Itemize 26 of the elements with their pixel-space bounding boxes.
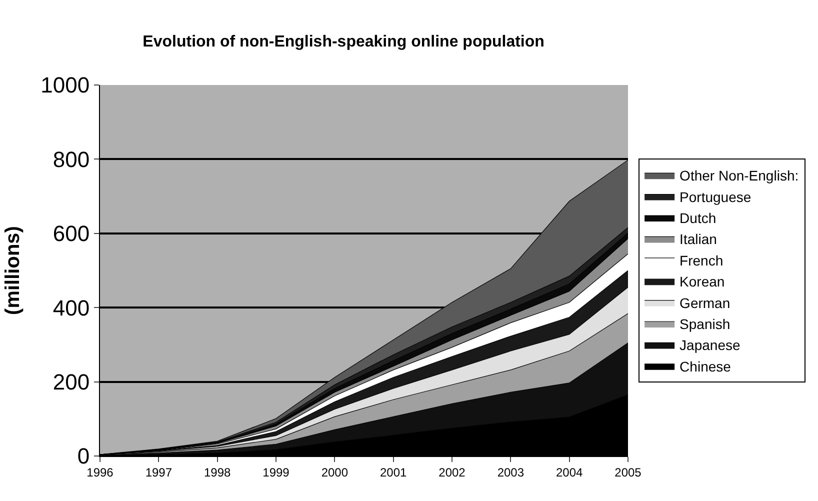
chart-title: Evolution of non-English-speaking online population [142,33,544,50]
legend-label: German [680,294,730,311]
y-tick-label: 600 [52,221,90,246]
y-tick-label: 1000 [40,72,90,98]
x-tick-label: 1997 [145,465,172,480]
y-tick-label: 200 [52,370,90,394]
legend-label: Italian [680,231,717,248]
x-tick-label: 2004 [556,465,583,480]
legend-label: Spanish [680,316,730,332]
x-tick-label: 2002 [438,465,466,480]
y-tick-label: 400 [52,295,90,320]
legend-label: Chinese [680,358,732,374]
x-tick-label: 1998 [204,465,231,480]
legend-label: Other Non-English: [680,168,799,184]
legend-label: Portuguese [680,188,752,205]
legend-label: French [680,252,724,268]
x-tick-label: 1999 [262,465,290,480]
y-tick-label: 800 [52,146,90,172]
legend-label: Japanese [680,337,740,354]
x-tick-label: 2003 [497,465,524,480]
x-tick-label: 2000 [321,465,348,480]
legend-label: Dutch [680,210,716,226]
y-axis-title: (millions) [2,226,24,315]
legend-label: Korean [680,274,725,290]
x-tick-label: 2005 [614,465,642,480]
x-tick-label: 2001 [380,465,407,480]
